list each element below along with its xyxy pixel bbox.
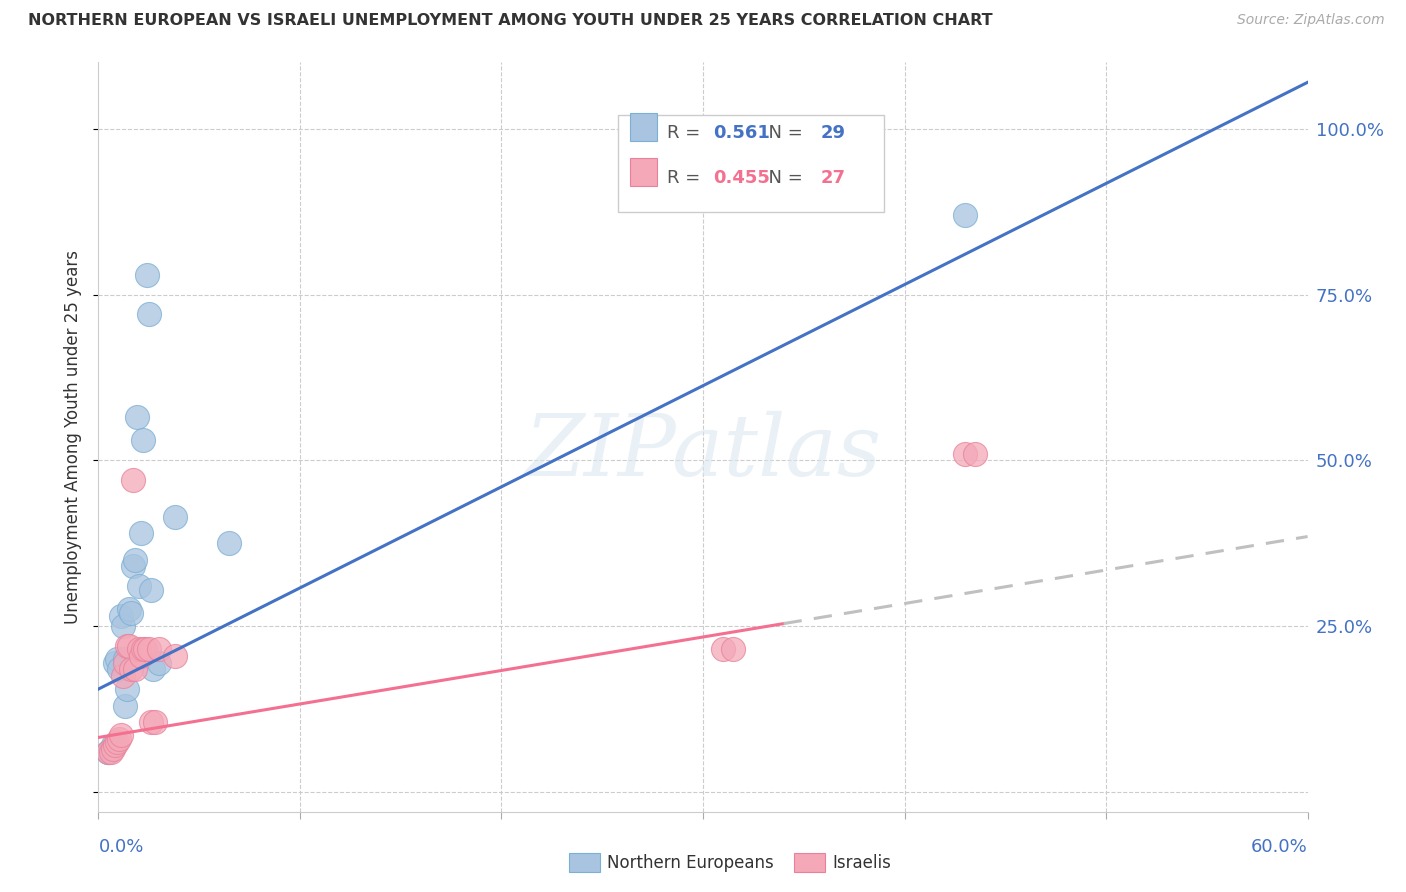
Text: R =: R = <box>666 124 706 142</box>
Point <box>139 582 162 597</box>
Point <box>103 656 125 670</box>
Text: 60.0%: 60.0% <box>1251 838 1308 856</box>
Point <box>138 307 160 321</box>
Y-axis label: Unemployment Among Youth under 25 years: Unemployment Among Youth under 25 years <box>65 250 83 624</box>
Point <box>953 447 976 461</box>
Point <box>121 473 143 487</box>
Point <box>111 669 134 683</box>
Point <box>97 745 120 759</box>
Point <box>121 559 143 574</box>
Point <box>114 652 136 666</box>
Text: 0.0%: 0.0% <box>98 838 143 856</box>
Text: Israelis: Israelis <box>832 854 891 871</box>
Point <box>965 447 987 461</box>
Point <box>97 745 120 759</box>
Point <box>118 639 141 653</box>
Text: 0.561: 0.561 <box>713 124 769 142</box>
Point <box>148 642 170 657</box>
Point <box>134 642 156 657</box>
Point <box>129 648 152 663</box>
Point <box>114 656 136 670</box>
Point <box>135 268 157 282</box>
Point <box>107 662 129 676</box>
FancyBboxPatch shape <box>619 115 884 212</box>
Point <box>120 606 142 620</box>
Point <box>105 735 128 749</box>
Point <box>163 509 186 524</box>
Point <box>711 642 734 657</box>
Point <box>139 715 162 730</box>
Point <box>128 642 150 657</box>
Point <box>129 526 152 541</box>
Point <box>110 729 132 743</box>
FancyBboxPatch shape <box>630 112 657 141</box>
Point <box>138 642 160 657</box>
Point <box>100 741 122 756</box>
Text: ZIPatlas: ZIPatlas <box>524 410 882 493</box>
Point <box>107 731 129 746</box>
Point <box>115 639 138 653</box>
Text: 27: 27 <box>820 169 845 186</box>
Point <box>132 434 155 448</box>
Point <box>143 715 166 730</box>
Text: NORTHERN EUROPEAN VS ISRAELI UNEMPLOYMENT AMONG YOUTH UNDER 25 YEARS CORRELATION: NORTHERN EUROPEAN VS ISRAELI UNEMPLOYMEN… <box>28 13 993 29</box>
Text: 0.455: 0.455 <box>713 169 769 186</box>
Text: 29: 29 <box>820 124 845 142</box>
Point <box>103 739 125 753</box>
Point <box>110 609 132 624</box>
Point <box>163 648 186 663</box>
Text: Source: ZipAtlas.com: Source: ZipAtlas.com <box>1237 13 1385 28</box>
Point <box>711 148 734 162</box>
Text: Northern Europeans: Northern Europeans <box>607 854 775 871</box>
Point <box>124 553 146 567</box>
Point <box>100 745 122 759</box>
Point <box>124 662 146 676</box>
Point <box>105 652 128 666</box>
Point <box>953 208 976 222</box>
FancyBboxPatch shape <box>630 158 657 186</box>
Point <box>218 536 240 550</box>
Text: N =: N = <box>758 124 808 142</box>
Point <box>723 642 745 657</box>
Point <box>115 681 138 696</box>
Point <box>142 662 165 676</box>
Point <box>118 602 141 616</box>
Point <box>148 656 170 670</box>
Point <box>101 739 124 753</box>
Point <box>125 410 148 425</box>
Point <box>120 662 142 676</box>
Point <box>132 642 155 657</box>
Point <box>128 579 150 593</box>
Text: N =: N = <box>758 169 808 186</box>
Text: R =: R = <box>666 169 706 186</box>
Point <box>97 745 120 759</box>
Point <box>111 619 134 633</box>
Point <box>101 741 124 756</box>
Point <box>114 698 136 713</box>
